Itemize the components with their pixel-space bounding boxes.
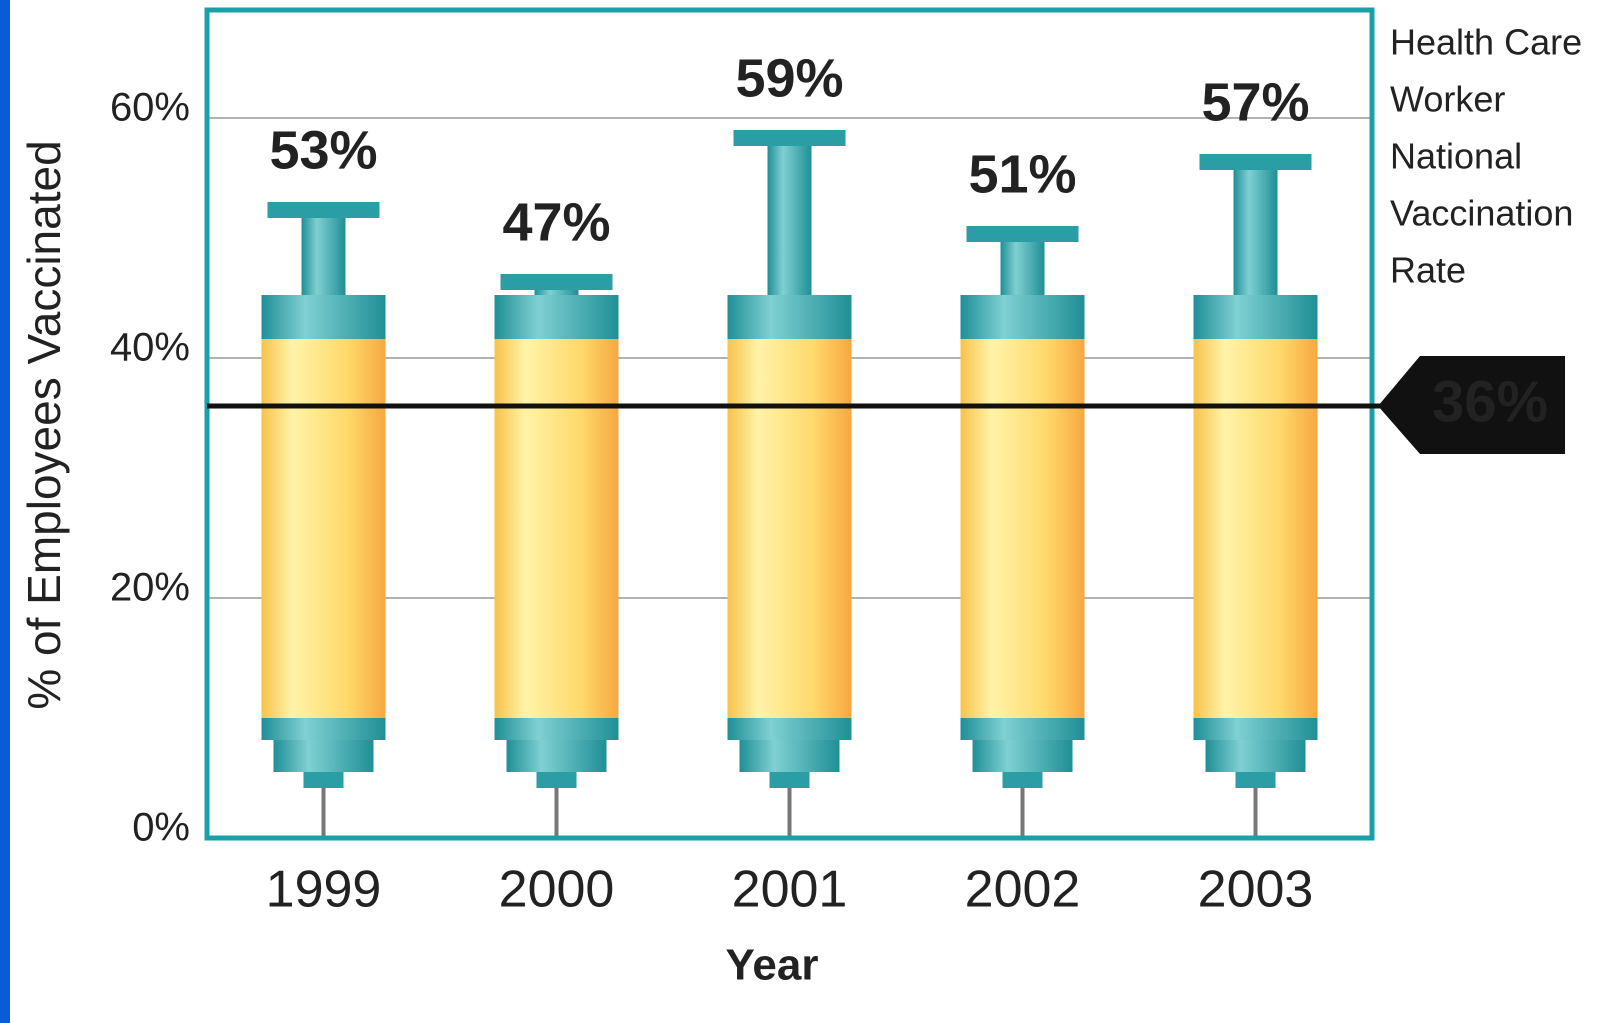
value-label: 57% (1201, 72, 1309, 132)
barrel-top (961, 295, 1085, 339)
barrel-top (1194, 295, 1318, 339)
value-label: 51% (968, 144, 1076, 204)
barrel-bottom (961, 718, 1085, 740)
edge-strip (0, 0, 10, 1023)
y-tick-label: 40% (110, 326, 190, 370)
barrel (1194, 295, 1318, 740)
x-tick-label: 1999 (266, 861, 382, 919)
barrel (262, 295, 386, 740)
plunger-cap (967, 226, 1079, 242)
hub (1206, 740, 1306, 772)
x-tick-label: 2000 (499, 861, 615, 919)
plunger-cap (734, 130, 846, 146)
x-axis-title: Year (726, 941, 819, 990)
plunger-cap (501, 274, 613, 290)
barrel-top (728, 295, 852, 339)
marks: 1999 53% 2000 47% 2001 59% 2002 51% 2003 57% (262, 48, 1318, 918)
plunger-cap (268, 202, 380, 218)
plunger-rod (768, 146, 812, 295)
x-tick-label: 2003 (1198, 861, 1314, 919)
y-tick-label: 0% (132, 806, 190, 850)
plunger-rod (302, 218, 346, 295)
value-label: 53% (269, 120, 377, 180)
barrel-bottom (495, 718, 619, 740)
plunger-rod (535, 290, 579, 295)
reference-text: Vaccination (1390, 193, 1573, 234)
y-tick-label: 60% (110, 86, 190, 130)
y-axis-title: % of Employees Vaccinated (18, 140, 70, 709)
barrel-top (262, 295, 386, 339)
barrel (961, 295, 1085, 740)
value-label: 47% (502, 192, 610, 252)
hub (973, 740, 1073, 772)
value-label: 59% (735, 48, 843, 108)
reference: 36% Health Care Worker National Vaccination R… (207, 22, 1582, 454)
plunger-rod (1234, 170, 1278, 295)
hub (274, 740, 374, 772)
x-tick-label: 2002 (965, 861, 1081, 919)
barrel (728, 295, 852, 740)
barrel-bottom (728, 718, 852, 740)
barrel-bottom (262, 718, 386, 740)
plunger-rod (1001, 242, 1045, 295)
hub (740, 740, 840, 772)
reference-text: National (1390, 136, 1522, 177)
barrel-bottom (1194, 718, 1318, 740)
y-tick-label: 20% (110, 566, 190, 610)
plunger-cap (1200, 154, 1312, 170)
x-tick-label: 2001 (732, 861, 848, 919)
reference-text: Rate (1390, 250, 1466, 291)
chart: % of Employees Vaccinated Year 0% 20% 40% 6… (0, 0, 1621, 1023)
reference-text: Health Care (1390, 22, 1582, 63)
hub (507, 740, 607, 772)
reference-text: Worker (1390, 79, 1505, 120)
reference-value: 36% (1432, 369, 1548, 434)
barrel-top (495, 295, 619, 339)
barrel (495, 295, 619, 740)
